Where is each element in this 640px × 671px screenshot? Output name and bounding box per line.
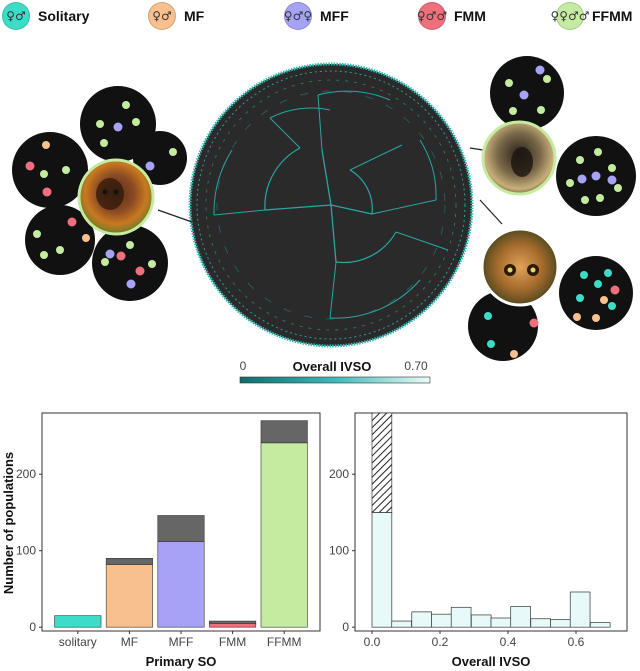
y-tick-label: 100	[329, 544, 349, 558]
bar-fmm	[209, 623, 257, 628]
histogram-bin	[550, 619, 571, 628]
y-tick-label: 0	[342, 620, 349, 634]
legend-item-ffmm: ♀♀♂♂ FFMM	[550, 2, 633, 30]
legend: ♀♂ Solitary ♀♂ MF ♀♂♀ MFF ♀♂♂ FMM ♀♀♂♂ F…	[0, 0, 640, 34]
y-tick-label: 0	[29, 620, 36, 634]
colorbar-title: Overall IVSO	[293, 359, 372, 374]
y-tick-label: 100	[16, 544, 36, 558]
x-tick-label: 0.0	[364, 635, 381, 649]
histogram-bin	[530, 618, 551, 628]
right-top-group-composition-cluster	[481, 56, 636, 216]
legend-item-mff: ♀♂♀ MFF	[284, 2, 349, 30]
y-axis-title: Number of populations	[1, 452, 16, 594]
y-tick-label: 200	[16, 467, 36, 481]
y-tick-label: 200	[329, 467, 349, 481]
female-female-male-male-symbol-icon: ♀♀♂♂	[550, 2, 590, 30]
bar-solitary	[54, 615, 102, 628]
overall-ivso-histogram: 0 100 200 0.0 0.2 0.4 0.6 Overall IVSO	[329, 412, 628, 669]
female-male-female-symbol-icon: ♀♂♀	[284, 2, 312, 30]
x-tick-label: MFF	[169, 635, 194, 649]
x-tick-label: solitary	[59, 635, 97, 649]
x-axis-title: Primary SO	[146, 654, 217, 669]
histogram-bin	[490, 617, 512, 628]
histogram-bin	[470, 614, 492, 628]
x-tick-label: 0.6	[568, 635, 585, 649]
bar-stack-fmm	[209, 620, 257, 624]
bar-stack-mff	[157, 515, 205, 542]
left-group-composition-cluster	[12, 86, 187, 301]
histogram-bin	[510, 606, 531, 628]
x-tick-label: 0.2	[432, 635, 449, 649]
bar-mff	[157, 541, 205, 628]
legend-label: MFF	[320, 8, 349, 24]
legend-label: FFMM	[592, 8, 633, 24]
bar-stack-mf	[105, 558, 153, 565]
loris-photo	[480, 227, 560, 307]
histogram-bin	[589, 622, 611, 628]
colorbar: 0 Overall IVSO 0.70	[239, 359, 431, 384]
phylogeny-tree	[188, 62, 474, 348]
histogram-bin	[431, 613, 452, 628]
legend-item-solitary: ♀♂ Solitary	[2, 2, 89, 30]
legend-item-mf: ♀♂ MF	[148, 2, 204, 30]
histogram-bin	[569, 591, 591, 628]
female-male-male-symbol-icon: ♀♂♂	[417, 2, 447, 30]
bar-stack-ffmm	[260, 420, 308, 444]
x-tick-label: 0.4	[500, 635, 517, 649]
x-tick-label: FFMM	[267, 635, 302, 649]
female-male-symbol-icon: ♀♂	[148, 2, 176, 30]
x-tick-label: FMM	[219, 635, 246, 649]
legend-label: Solitary	[38, 8, 90, 24]
right-bottom-group-composition-cluster	[468, 227, 633, 361]
bar-ffmm	[260, 442, 308, 628]
legend-label: MF	[184, 8, 205, 24]
histogram-bin-hatched	[371, 412, 393, 513]
x-axis-title: Overall IVSO	[452, 654, 531, 669]
colorbar-min-label: 0	[240, 359, 247, 373]
colorbar-gradient	[239, 376, 431, 384]
colorbar-max-label: 0.70	[404, 359, 428, 373]
histogram-bin	[391, 620, 412, 628]
histogram-bin	[450, 606, 472, 628]
histogram-bin	[411, 611, 432, 628]
legend-label: FMM	[454, 8, 486, 24]
legend-item-fmm: ♀♂♂ FMM	[417, 2, 486, 30]
connector-line	[157, 209, 193, 223]
solitary-symbol-icon: ♀♂	[2, 2, 30, 30]
bar-mf	[105, 564, 153, 628]
x-tick-label: MF	[121, 635, 138, 649]
histogram-bin	[371, 512, 393, 628]
connector-line	[479, 199, 503, 225]
